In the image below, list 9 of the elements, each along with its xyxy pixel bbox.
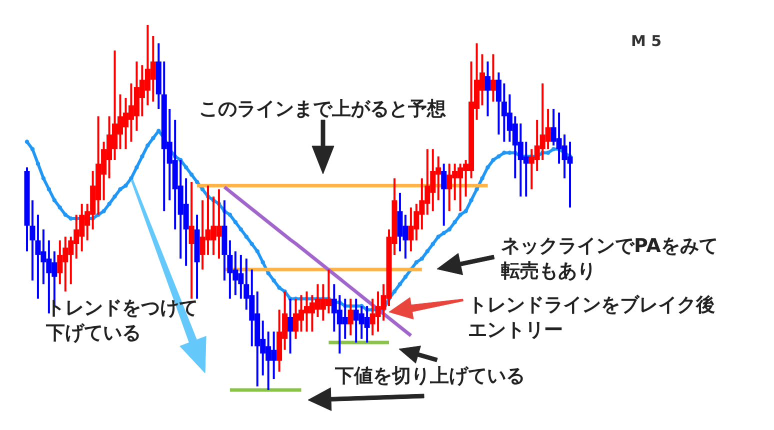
annotation: ネックラインでPAをみて転売もあり <box>501 235 718 282</box>
candlestick <box>490 53 496 103</box>
candlestick <box>484 60 490 118</box>
annotation: このラインまで上がると予想 <box>199 98 446 120</box>
annotation: 下値を切り上げている <box>334 365 525 387</box>
candlestick <box>188 180 194 300</box>
text: M 5 <box>631 32 662 50</box>
annotation: トレンドラインをブレイク後エントリー <box>468 294 715 341</box>
candlestick <box>441 162 447 227</box>
